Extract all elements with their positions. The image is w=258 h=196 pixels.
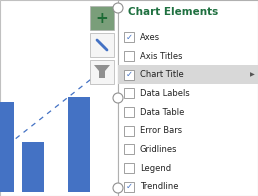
Polygon shape: [94, 65, 110, 78]
Text: ✓: ✓: [125, 33, 133, 42]
Bar: [124, 32, 134, 42]
Bar: [124, 182, 134, 192]
Text: +: +: [96, 11, 108, 25]
Text: Chart Title: Chart Title: [140, 70, 184, 79]
Bar: [124, 107, 134, 117]
Text: Legend: Legend: [140, 163, 171, 172]
Bar: [118, 0, 258, 196]
Text: Data Labels: Data Labels: [140, 89, 190, 98]
Text: ✓: ✓: [125, 182, 133, 191]
Bar: [90, 33, 114, 57]
Bar: [68, 97, 90, 192]
Text: Error Bars: Error Bars: [140, 126, 182, 135]
Circle shape: [113, 3, 123, 13]
Bar: [118, 65, 258, 84]
Bar: [124, 70, 134, 80]
Bar: [124, 51, 134, 61]
Text: Trendline: Trendline: [140, 182, 179, 191]
Circle shape: [113, 183, 123, 193]
Text: ▶: ▶: [250, 72, 254, 77]
Circle shape: [113, 93, 123, 103]
Text: Data Table: Data Table: [140, 107, 184, 116]
Bar: [22, 142, 44, 192]
Bar: [0, 102, 14, 192]
Text: Gridlines: Gridlines: [140, 145, 178, 154]
Bar: [124, 163, 134, 173]
Text: Chart Elements: Chart Elements: [128, 7, 218, 17]
Text: Axis Titles: Axis Titles: [140, 52, 182, 61]
Text: ✓: ✓: [125, 70, 133, 79]
Bar: [124, 126, 134, 136]
Bar: [124, 88, 134, 98]
Bar: [90, 60, 114, 84]
Text: Axes: Axes: [140, 33, 160, 42]
Bar: [124, 144, 134, 154]
Bar: [0, 0, 118, 196]
Bar: [90, 6, 114, 30]
